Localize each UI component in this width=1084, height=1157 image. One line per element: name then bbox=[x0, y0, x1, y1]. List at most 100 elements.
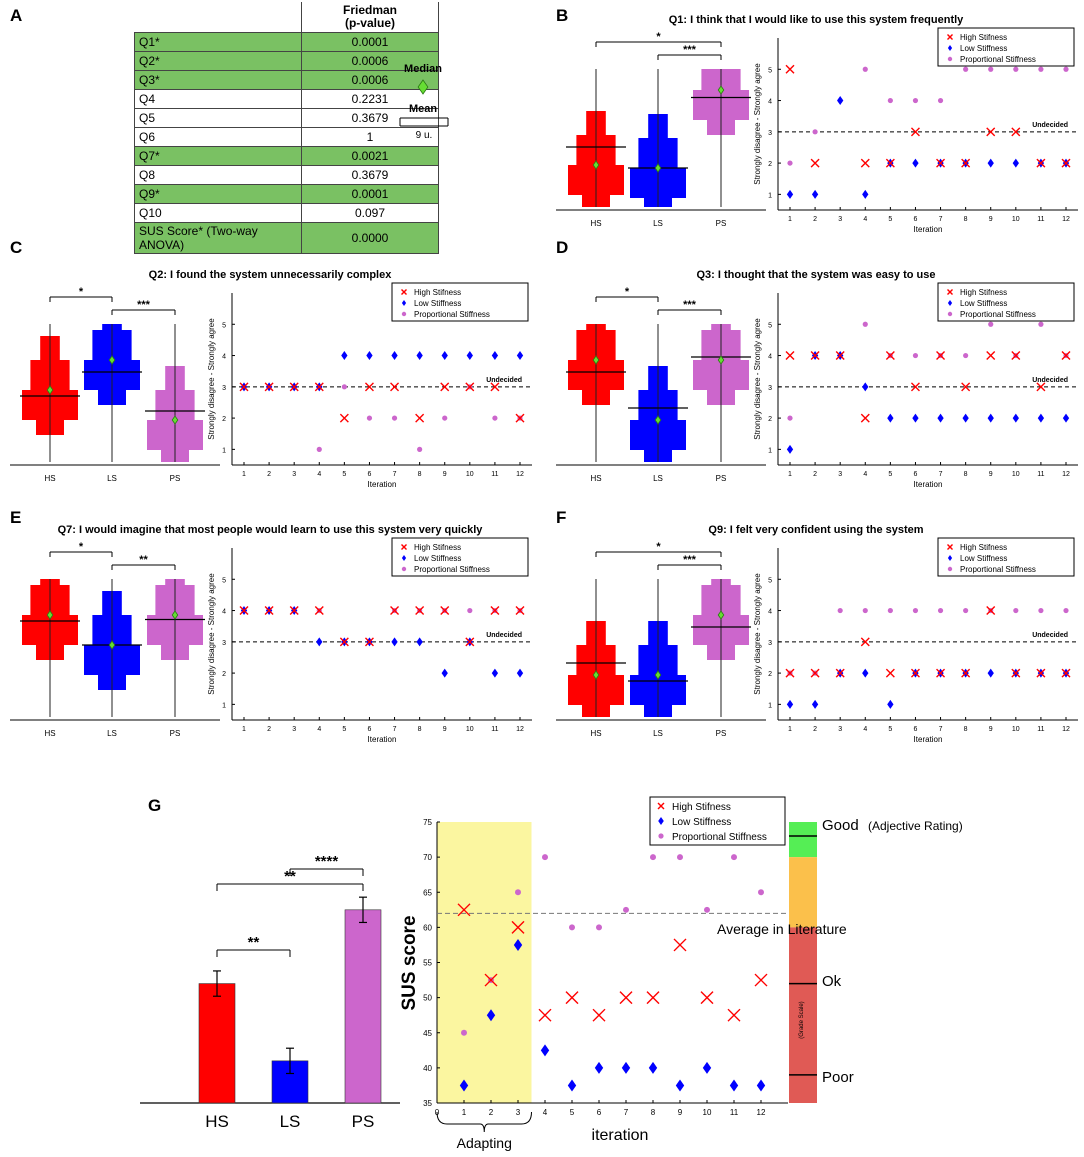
point-ls bbox=[987, 158, 994, 168]
sus-ytick-label: 65 bbox=[423, 888, 432, 897]
scatter-legend: High Stifness Low Stiffness Proportional S… bbox=[391, 282, 529, 322]
sus-point-hs bbox=[727, 1008, 741, 1022]
friedman-row: SUS Score* (Two-way ANOVA) 0.0000 bbox=[134, 222, 439, 254]
cross-stroke bbox=[885, 668, 895, 678]
cross-stroke bbox=[440, 606, 450, 616]
legend-marker-hs bbox=[947, 34, 953, 40]
friedman-header-line2: (p-value) bbox=[344, 16, 395, 30]
box-xlabel-hs: HS bbox=[590, 219, 601, 228]
sus-point-ls bbox=[594, 1061, 604, 1074]
sig-bracket: * bbox=[595, 31, 722, 47]
legend-marker-hs bbox=[947, 544, 953, 550]
xtick-label: 1 bbox=[788, 216, 792, 223]
scatter-ylabel: Strongly disagree - Strongly agree bbox=[753, 63, 762, 185]
xtick-label: 5 bbox=[888, 471, 892, 478]
sus-legend-label: Low Stiffness bbox=[672, 817, 731, 828]
point-ls bbox=[491, 668, 499, 678]
ytick-label: 5 bbox=[222, 577, 226, 584]
cross-stroke bbox=[484, 973, 498, 987]
point-hs bbox=[1011, 127, 1021, 137]
xtick-label: 2 bbox=[813, 471, 817, 478]
adapting-label: Adapting bbox=[457, 1135, 512, 1151]
point-hs bbox=[339, 637, 349, 647]
panel-letter-g: G bbox=[148, 796, 162, 815]
cross-stroke bbox=[565, 991, 579, 1005]
point-ls bbox=[862, 668, 869, 678]
point-ls bbox=[316, 637, 323, 647]
sus-xtick-label: 11 bbox=[730, 1108, 739, 1117]
median-diamond-hs bbox=[46, 385, 54, 395]
point-ls bbox=[937, 413, 944, 423]
sus-legend-box bbox=[649, 796, 786, 846]
point-ls bbox=[416, 637, 423, 647]
median-diamond-ps bbox=[717, 610, 725, 620]
xtick-label: 2 bbox=[267, 471, 271, 478]
grade-mid-band bbox=[789, 857, 817, 928]
legend-label: Proportional Stiffness bbox=[960, 55, 1036, 64]
xtick-label: 5 bbox=[888, 726, 892, 733]
panel-letter-f: F bbox=[556, 508, 567, 527]
ytick-label: 2 bbox=[222, 671, 226, 678]
cross-stroke bbox=[1011, 351, 1021, 361]
point-hs bbox=[860, 637, 870, 647]
sus-point-hs bbox=[538, 1008, 552, 1022]
point-ps bbox=[1013, 607, 1019, 614]
ytick-label: 1 bbox=[768, 192, 772, 199]
cross-stroke bbox=[947, 34, 953, 40]
box-xlabel-hs: HS bbox=[590, 474, 601, 483]
friedman-row: Q1* 0.0001 bbox=[134, 32, 439, 52]
xtick-label: 6 bbox=[914, 216, 918, 223]
xtick-label: 4 bbox=[863, 216, 867, 223]
xtick-label: 6 bbox=[914, 726, 918, 733]
cross-stroke bbox=[1061, 351, 1071, 361]
panel-letter-d: D bbox=[556, 238, 569, 257]
point-hs bbox=[490, 382, 500, 392]
point-hs bbox=[465, 382, 475, 392]
cross-stroke bbox=[339, 413, 349, 423]
sig-label: ** bbox=[139, 554, 148, 566]
box-xlabel-ls: LS bbox=[107, 729, 117, 738]
point-hs bbox=[364, 637, 374, 647]
sus-xtick-label: 9 bbox=[678, 1108, 683, 1117]
sig-label: *** bbox=[683, 299, 697, 311]
scatter-ylabel: Strongly disagree - Strongly agree bbox=[207, 573, 216, 695]
xtick-label: 6 bbox=[368, 471, 372, 478]
bar-sig-label: ** bbox=[284, 868, 296, 885]
sus-xtick-label: 7 bbox=[624, 1108, 629, 1117]
friedman-header-row: Friedman (p-value) bbox=[135, 2, 439, 33]
sig-bracket: * bbox=[49, 286, 113, 302]
friedman-pvalue: 0.0006 bbox=[301, 70, 439, 90]
sus-point-ls bbox=[513, 938, 523, 951]
scatter-legend: High Stifness Low Stiffness Proportional S… bbox=[391, 537, 529, 577]
point-hs bbox=[835, 351, 845, 361]
sus-point-hs bbox=[646, 991, 660, 1005]
xtick-label: 11 bbox=[1037, 471, 1044, 478]
undecided-label: Undecided bbox=[486, 377, 522, 384]
sig-label: * bbox=[656, 541, 661, 553]
point-hs bbox=[264, 382, 274, 392]
friedman-row: Q10 0.097 bbox=[134, 203, 439, 223]
point-ls bbox=[962, 413, 969, 423]
point-hs bbox=[1036, 668, 1046, 678]
point-hs bbox=[961, 158, 971, 168]
legend-marker-ls bbox=[947, 45, 953, 51]
point-ps bbox=[316, 446, 322, 452]
ytick-label: 2 bbox=[768, 416, 772, 423]
xtick-label: 8 bbox=[964, 471, 968, 478]
legend-label: Proportional Stiffness bbox=[960, 565, 1036, 574]
box-xlabel-ps: PS bbox=[170, 729, 181, 738]
sus-xlabel: iteration bbox=[592, 1127, 649, 1144]
cross-stroke bbox=[835, 668, 845, 678]
ytick-label: 1 bbox=[768, 447, 772, 454]
cross-stroke bbox=[986, 127, 996, 137]
cross-stroke bbox=[264, 606, 274, 616]
point-hs bbox=[490, 606, 500, 616]
legend-marker-ps bbox=[947, 566, 953, 572]
xtick-label: 12 bbox=[1062, 726, 1070, 733]
xtick-label: 11 bbox=[1037, 726, 1044, 733]
cross-stroke bbox=[936, 158, 946, 168]
point-hs bbox=[239, 382, 249, 392]
ytick-label: 2 bbox=[768, 161, 772, 168]
sus-point-hs bbox=[592, 1008, 606, 1022]
xtick-label: 10 bbox=[1012, 471, 1020, 478]
